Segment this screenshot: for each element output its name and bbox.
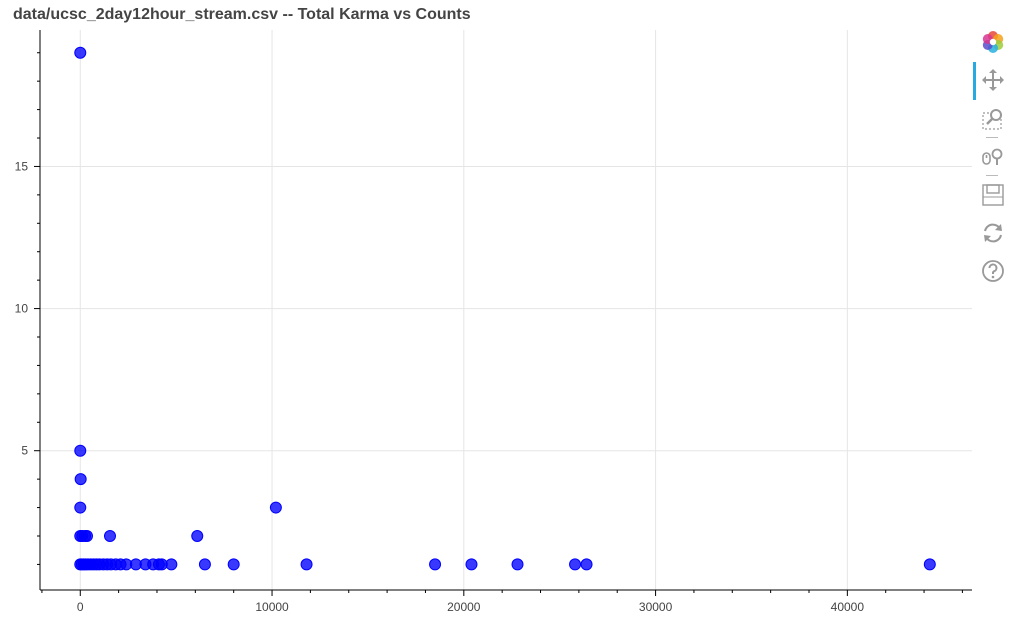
y-tick-label: 15 xyxy=(15,159,29,173)
wheel-zoom-tool[interactable] xyxy=(973,139,1013,173)
x-tick-label: 0 xyxy=(77,600,84,614)
x-tick-label: 20000 xyxy=(447,600,481,614)
data-point xyxy=(465,558,478,571)
toolbar-separator xyxy=(986,137,998,138)
y-tick-label: 10 xyxy=(15,302,29,316)
save-tool[interactable] xyxy=(973,177,1013,211)
data-point xyxy=(569,558,582,571)
data-points xyxy=(74,46,936,571)
axes: 0 10000 20000 30000 40000 5 10 15 xyxy=(15,30,972,614)
data-point xyxy=(74,46,87,59)
x-tick-label: 10000 xyxy=(255,600,289,614)
reset-tool[interactable] xyxy=(973,215,1013,249)
data-point xyxy=(429,558,442,571)
data-point xyxy=(74,501,87,514)
x-tick-label: 30000 xyxy=(639,600,673,614)
pan-tool[interactable] xyxy=(973,62,1013,100)
box-zoom-tool[interactable] xyxy=(973,101,1013,135)
wheel-zoom-tool-icon xyxy=(982,148,1003,165)
data-point xyxy=(580,558,593,571)
chart-title: data/ucsc_2day12hour_stream.csv -- Total… xyxy=(13,6,471,23)
save-tool-icon xyxy=(982,184,1004,206)
data-point xyxy=(191,529,204,542)
pan-tool-icon xyxy=(982,69,1004,91)
help-tool[interactable] xyxy=(973,253,1013,287)
data-point xyxy=(74,473,87,486)
scatter-plot[interactable]: 0 10000 20000 30000 40000 5 10 15 xyxy=(0,0,975,636)
data-point xyxy=(227,558,240,571)
x-tick-label: 40000 xyxy=(831,600,865,614)
bokeh-logo-icon xyxy=(982,31,1004,53)
reset-tool-icon xyxy=(984,223,1002,243)
data-point xyxy=(165,558,178,571)
data-point xyxy=(74,444,87,457)
data-point xyxy=(511,558,524,571)
toolbar xyxy=(973,24,1013,294)
toolbar-separator xyxy=(986,175,998,176)
grid-lines xyxy=(40,30,972,590)
bokeh-logo[interactable] xyxy=(973,24,1013,58)
data-point xyxy=(300,558,313,571)
data-point xyxy=(80,529,93,542)
data-point xyxy=(198,558,211,571)
data-point xyxy=(103,529,116,542)
data-point xyxy=(269,501,282,514)
data-point xyxy=(923,558,936,571)
y-tick-label: 5 xyxy=(21,444,28,458)
help-tool-icon xyxy=(982,260,1004,282)
box-zoom-tool-icon xyxy=(982,109,1002,130)
